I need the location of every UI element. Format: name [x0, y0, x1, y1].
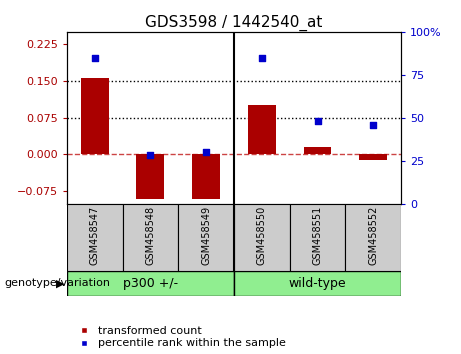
- Bar: [178, 204, 234, 271]
- Title: GDS3598 / 1442540_at: GDS3598 / 1442540_at: [145, 14, 323, 30]
- Point: [91, 55, 98, 61]
- Text: p300 +/-: p300 +/-: [123, 277, 178, 290]
- Bar: [234, 204, 290, 271]
- Bar: [81, 79, 109, 154]
- Bar: [192, 154, 220, 199]
- Text: GSM458552: GSM458552: [368, 206, 378, 265]
- Bar: [67, 204, 123, 271]
- Bar: [304, 147, 331, 154]
- Text: GSM458549: GSM458549: [201, 206, 211, 265]
- Legend: transformed count, percentile rank within the sample: transformed count, percentile rank withi…: [72, 326, 286, 348]
- Point: [202, 149, 210, 155]
- Text: wild-type: wild-type: [289, 277, 346, 290]
- Text: GSM458547: GSM458547: [90, 206, 100, 265]
- Point: [258, 55, 266, 61]
- Bar: [345, 204, 401, 271]
- Bar: [136, 154, 164, 199]
- Bar: [359, 154, 387, 160]
- Text: GSM458551: GSM458551: [313, 206, 323, 265]
- Point: [370, 122, 377, 127]
- Text: ▶: ▶: [56, 278, 65, 288]
- Bar: [67, 271, 234, 296]
- Bar: [248, 105, 276, 154]
- Text: genotype/variation: genotype/variation: [5, 278, 111, 288]
- Point: [147, 153, 154, 158]
- Point: [314, 118, 321, 124]
- Bar: [123, 204, 178, 271]
- Text: GSM458548: GSM458548: [145, 206, 155, 265]
- Bar: [290, 204, 345, 271]
- Bar: [234, 271, 401, 296]
- Text: GSM458550: GSM458550: [257, 206, 267, 265]
